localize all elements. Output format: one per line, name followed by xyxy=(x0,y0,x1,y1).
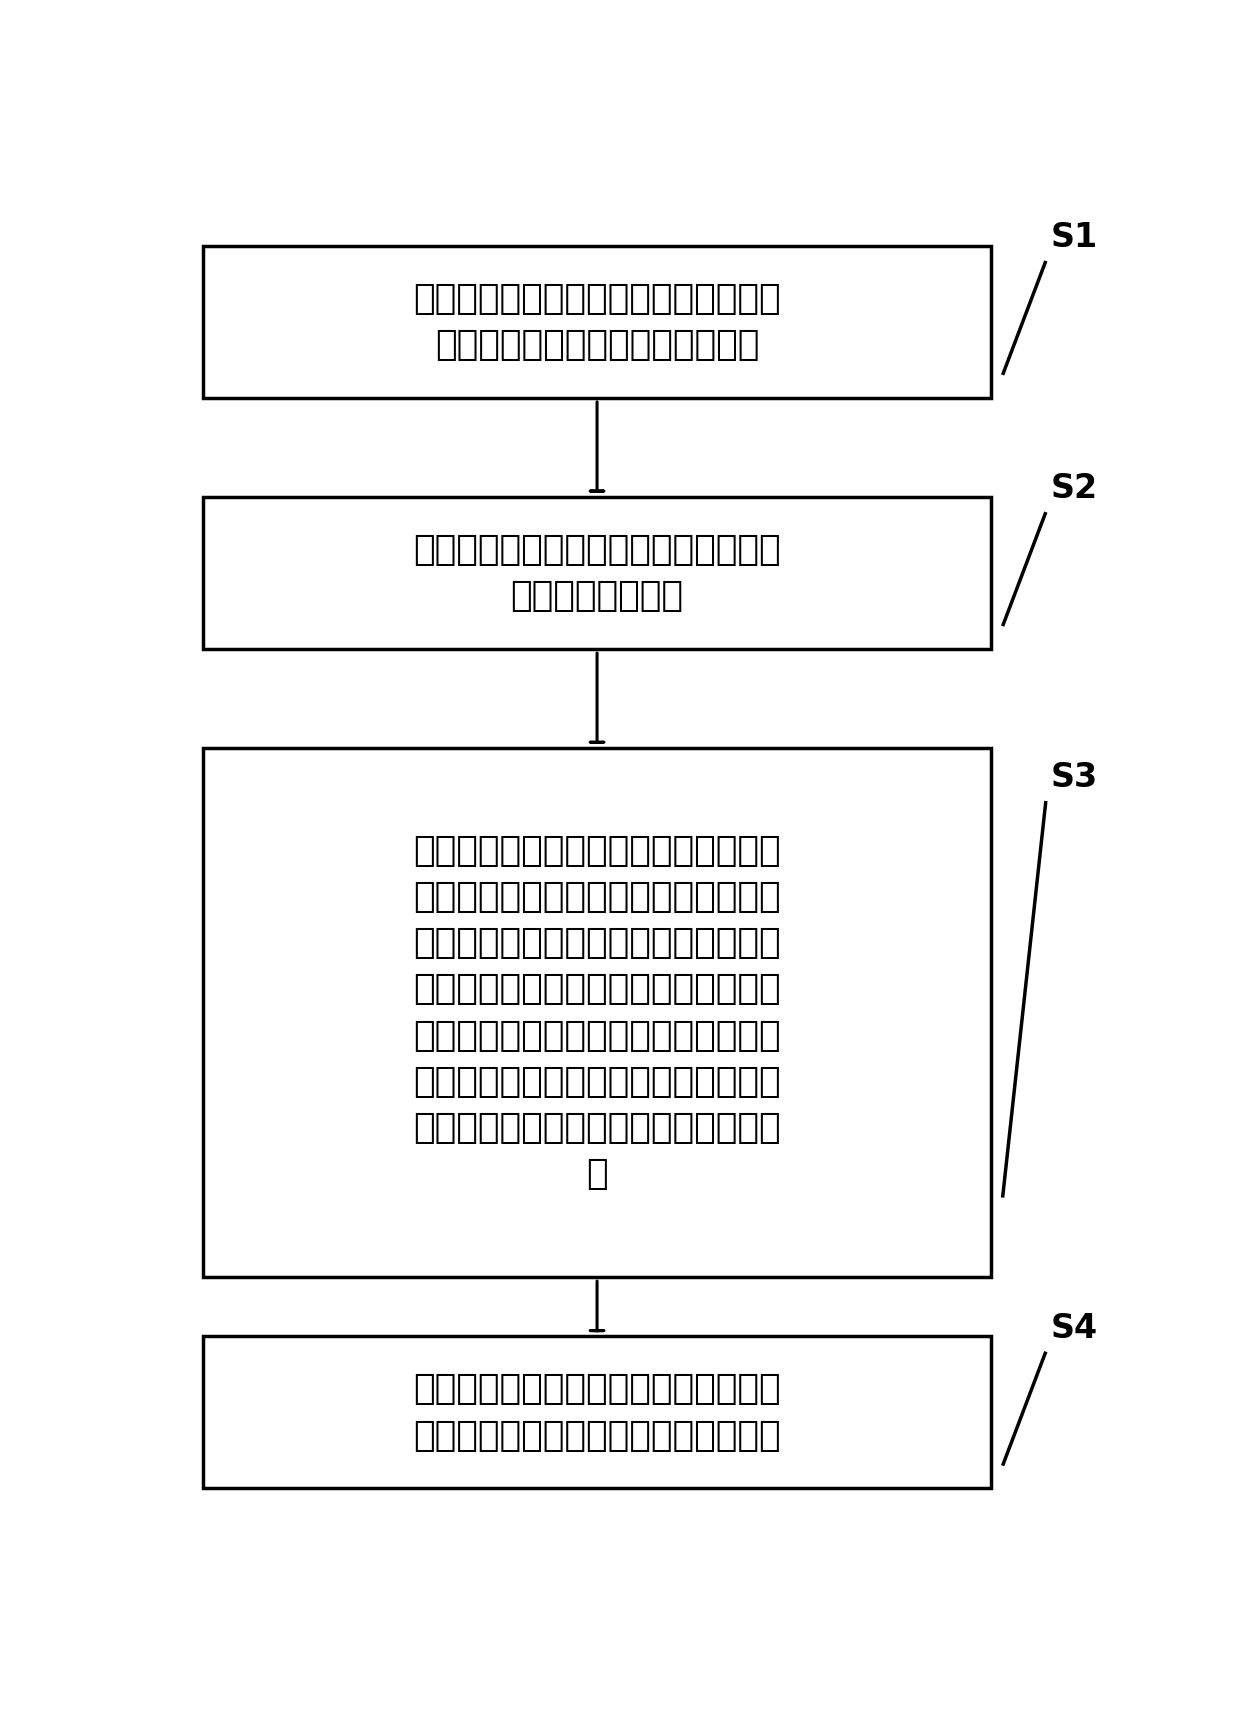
Text: S3: S3 xyxy=(1050,761,1097,795)
Text: 若判断结果为是，控制器控制真空冷冻
干燥机调节冻干控制数据或者停止工作: 若判断结果为是，控制器控制真空冷冻 干燥机调节冻干控制数据或者停止工作 xyxy=(413,1372,781,1453)
Bar xyxy=(203,496,991,649)
Text: S4: S4 xyxy=(1050,1312,1097,1344)
Bar xyxy=(203,246,991,398)
Text: 控制器中存储标准石斛样品的不同冻干
阶段的水分定量分析模型，控制器根据
不同冻干阶段的标准石斛样品的水分定
量分析模型对相应阶段的待检石斛近红
外光谱进行水分测: 控制器中存储标准石斛样品的不同冻干 阶段的水分定量分析模型，控制器根据 不同冻干… xyxy=(413,834,781,1192)
Text: 控制器控制真空冷冻干燥机对清洗后的
待检石斛进行预冻和真空冷冻干燥: 控制器控制真空冷冻干燥机对清洗后的 待检石斛进行预冻和真空冷冻干燥 xyxy=(413,282,781,362)
Text: S1: S1 xyxy=(1050,221,1097,254)
Text: S2: S2 xyxy=(1050,472,1097,505)
Bar xyxy=(203,749,991,1277)
Bar xyxy=(203,1336,991,1489)
Text: 控制器接收近红外光谱检测仪采集待检
石斛的近红外光谱: 控制器接收近红外光谱检测仪采集待检 石斛的近红外光谱 xyxy=(413,532,781,613)
